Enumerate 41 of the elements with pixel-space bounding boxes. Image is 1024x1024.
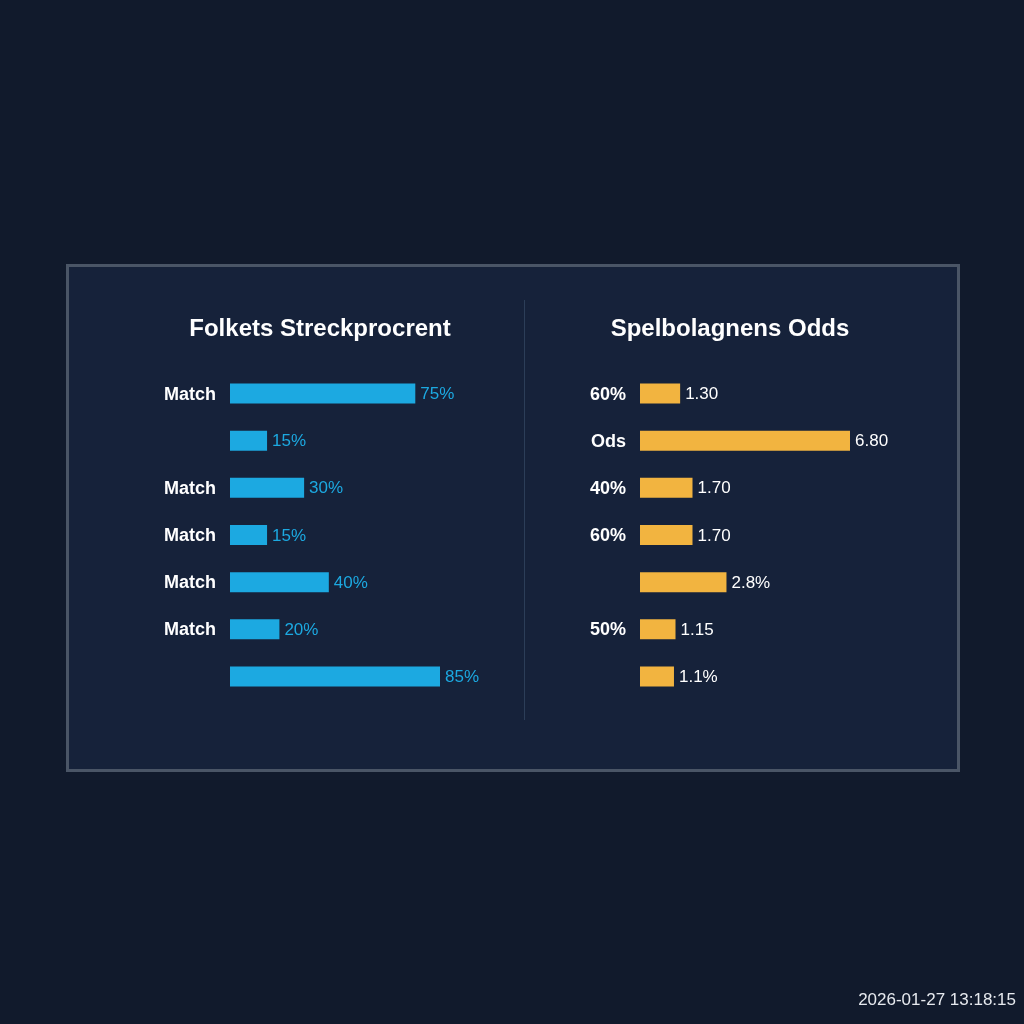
y-tick-label: Match: [163, 619, 216, 640]
y-tick-label: Match: [163, 383, 216, 404]
bar: [640, 383, 681, 404]
data-label: 1.70: [697, 478, 731, 498]
data-label: 1.1%: [678, 666, 718, 686]
y-tick-label: 60%: [589, 383, 626, 404]
bar: [230, 666, 440, 687]
data-label: 1.70: [697, 525, 731, 545]
data-label: 15%: [272, 525, 307, 545]
data-label: 15%: [272, 431, 307, 451]
y-tick-label: Ods: [590, 430, 626, 451]
y-tick-label: Match: [163, 477, 216, 498]
bar: [640, 619, 676, 640]
bar: [640, 525, 693, 545]
data-label: 1.30: [685, 384, 719, 404]
chart-title: Folkets Streckprocrent: [189, 313, 451, 341]
bar: [230, 477, 305, 498]
bar: [230, 572, 329, 593]
data-label: 2.8%: [731, 572, 771, 592]
y-tick-label: 40%: [589, 477, 626, 498]
y-tick-label: 50%: [589, 619, 626, 640]
data-label: 30%: [309, 478, 344, 498]
data-label: 85%: [445, 666, 480, 686]
chart-title: Spelbolagnens Odds: [610, 313, 850, 341]
text: 2026-01-27 13:18:15: [858, 990, 1016, 1010]
bar: [640, 477, 693, 498]
bar: [230, 619, 280, 640]
y-tick-label: 60%: [589, 525, 626, 545]
bar: [230, 383, 416, 404]
data-label: 1.15: [680, 619, 714, 639]
bar: [640, 666, 674, 687]
data-label: 75%: [420, 384, 455, 404]
data-label: 20%: [284, 619, 319, 639]
bar: [230, 430, 268, 451]
data-label: 40%: [333, 572, 368, 592]
bar: [640, 572, 727, 593]
y-tick-label: Match: [163, 525, 216, 545]
bar: [640, 430, 850, 451]
y-tick-label: Match: [163, 572, 216, 593]
data-label: 6.80: [855, 431, 889, 451]
bar: [230, 525, 268, 545]
